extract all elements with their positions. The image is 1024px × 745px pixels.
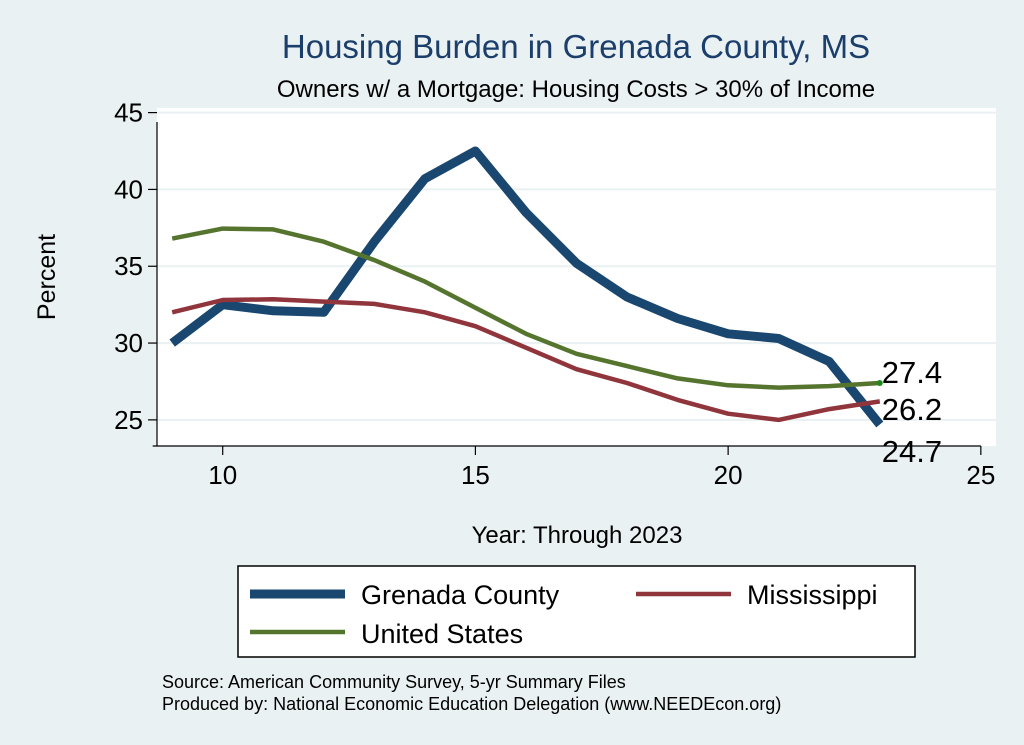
end-label-mississippi: 26.2 [882,392,942,427]
series-line-mississippi [171,297,881,423]
legend: Grenada County Mississippi United States [237,565,916,658]
y-tick-label-45: 45 [114,98,143,128]
plot-area [157,108,996,446]
series-line-united-states [171,226,880,390]
chart-subtitle: Owners w/ a Mortgage: Housing Costs > 30… [277,76,875,103]
producer-note: Produced by: National Economic Education… [162,694,781,714]
legend-box [237,565,916,658]
legend-label-mississippi: Mississippi [747,580,878,610]
axes: 25 30 35 40 45 10 15 20 25 [114,98,995,490]
series-lines [169,146,884,428]
chart-title: Housing Burden in Grenada County, MS [282,28,870,65]
x-tick-label-20: 20 [714,460,743,490]
end-label-grenada-county: 24.7 [882,434,942,469]
y-tick-label-40: 40 [114,174,143,204]
y-axis-title: Percent [33,234,61,320]
y-tick-label-30: 30 [114,328,143,358]
end-marker-united-states [876,380,883,387]
y-tick-label-35: 35 [114,251,143,281]
x-tick-label-10: 10 [208,460,237,490]
x-tick-label-15: 15 [461,460,490,490]
source-note: Source: American Community Survey, 5-yr … [162,672,626,692]
legend-label-united-states: United States [361,619,523,649]
end-labels: 24.7 26.227.4 [882,355,942,469]
x-tick-label-25: 25 [966,460,995,490]
end-label-united-states: 27.4 [882,355,942,390]
legend-label-grenada-county: Grenada County [361,580,560,610]
x-axis-title: Year: Through 2023 [472,522,683,549]
series-line-grenada-county [169,146,884,428]
y-tick-label-25: 25 [114,405,143,435]
